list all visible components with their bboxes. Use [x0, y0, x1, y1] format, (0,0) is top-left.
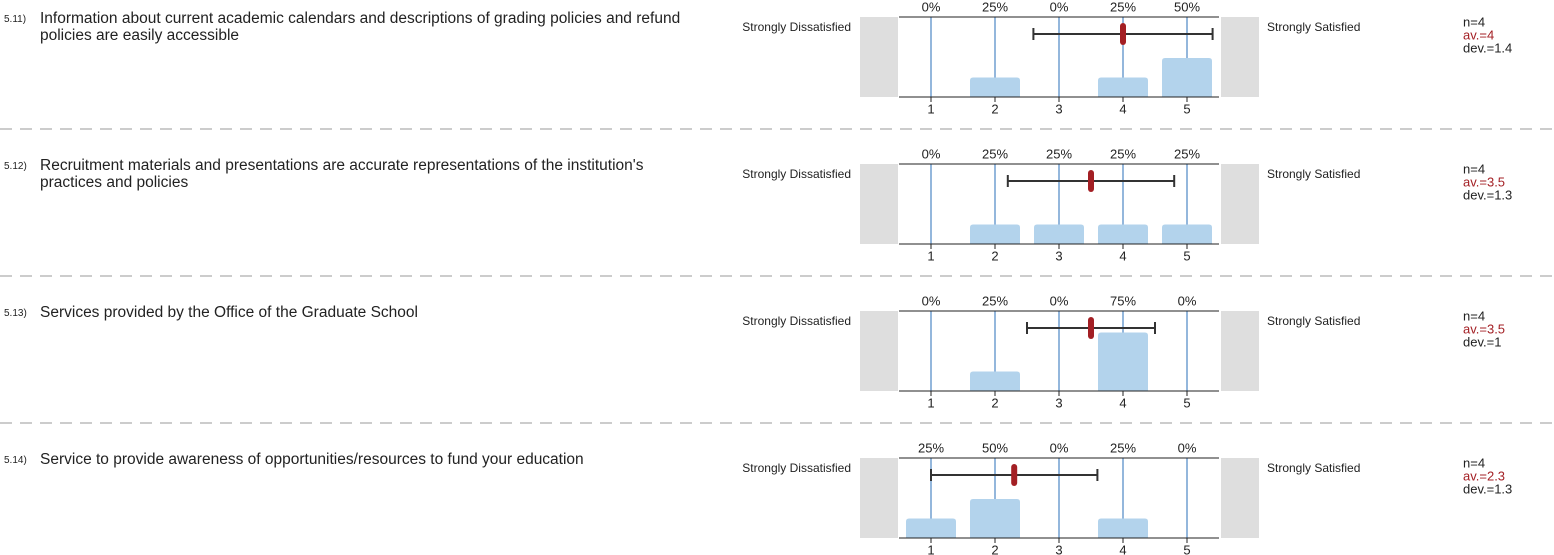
- right-label: Strongly Satisfied: [1267, 167, 1360, 181]
- question-text: Recruitment materials and presentations …: [40, 157, 644, 191]
- value-label: 25%: [982, 293, 1008, 308]
- value-label: 0%: [1178, 293, 1197, 308]
- bar: [970, 77, 1020, 97]
- right-label: Strongly Satisfied: [1267, 461, 1360, 475]
- x-tick-label: 3: [1055, 542, 1062, 555]
- dev-label: dev.=1.4: [1463, 40, 1512, 55]
- x-tick-label: 4: [1119, 101, 1126, 116]
- bar: [906, 518, 956, 538]
- side-box: [860, 311, 898, 391]
- x-tick-label: 5: [1183, 101, 1190, 116]
- question-text: Service to provide awareness of opportun…: [40, 451, 584, 468]
- bar: [1162, 58, 1212, 97]
- dev-label: dev.=1.3: [1463, 187, 1512, 202]
- value-label: 0%: [922, 293, 941, 308]
- value-label: 25%: [1110, 440, 1136, 455]
- side-box: [1221, 164, 1259, 244]
- mean-label: av.=3.5: [1463, 321, 1505, 336]
- side-box: [1221, 458, 1259, 538]
- side-box: [1221, 311, 1259, 391]
- value-label: 25%: [982, 146, 1008, 161]
- x-tick-label: 4: [1119, 248, 1126, 263]
- bar: [1098, 332, 1148, 391]
- n-label: n=4: [1463, 14, 1485, 29]
- bar: [970, 224, 1020, 244]
- question-text: Information about current academic calen…: [40, 10, 681, 44]
- value-label: 25%: [982, 0, 1008, 14]
- mean-label: av.=2.3: [1463, 468, 1505, 483]
- x-tick-label: 2: [991, 542, 998, 555]
- left-label: Strongly Dissatisfied: [742, 167, 851, 181]
- x-tick-label: 4: [1119, 395, 1126, 410]
- dev-label: dev.=1.3: [1463, 481, 1512, 496]
- x-tick-label: 3: [1055, 248, 1062, 263]
- question-text: Services provided by the Office of the G…: [40, 304, 418, 321]
- x-tick-label: 4: [1119, 542, 1126, 555]
- bar: [1162, 224, 1212, 244]
- bar: [970, 371, 1020, 391]
- bar: [1098, 224, 1148, 244]
- value-label: 25%: [1046, 146, 1072, 161]
- n-label: n=4: [1463, 455, 1485, 470]
- mean-marker: [1088, 170, 1094, 192]
- value-label: 25%: [1110, 146, 1136, 161]
- question-number: 5.11): [4, 14, 27, 25]
- question-number: 5.14): [4, 455, 27, 466]
- left-label: Strongly Dissatisfied: [742, 20, 851, 34]
- mean-label: av.=3.5: [1463, 174, 1505, 189]
- dev-label: dev.=1: [1463, 334, 1501, 349]
- x-tick-label: 1: [927, 542, 934, 555]
- x-tick-label: 5: [1183, 542, 1190, 555]
- right-label: Strongly Satisfied: [1267, 20, 1360, 34]
- mean-label: av.=4: [1463, 27, 1494, 42]
- x-tick-label: 2: [991, 248, 998, 263]
- value-label: 25%: [1110, 0, 1136, 14]
- value-label: 25%: [1174, 146, 1200, 161]
- x-tick-label: 2: [991, 101, 998, 116]
- x-tick-label: 1: [927, 395, 934, 410]
- side-box: [860, 164, 898, 244]
- mean-marker: [1088, 317, 1094, 339]
- x-tick-label: 5: [1183, 395, 1190, 410]
- x-tick-label: 3: [1055, 101, 1062, 116]
- n-label: n=4: [1463, 308, 1485, 323]
- question-number: 5.12): [4, 161, 27, 172]
- left-label: Strongly Dissatisfied: [742, 314, 851, 328]
- side-box: [860, 17, 898, 97]
- left-label: Strongly Dissatisfied: [742, 461, 851, 475]
- value-label: 0%: [1050, 293, 1069, 308]
- value-label: 0%: [1050, 0, 1069, 14]
- value-label: 50%: [982, 440, 1008, 455]
- side-box: [1221, 17, 1259, 97]
- question-number: 5.13): [4, 308, 27, 319]
- value-label: 50%: [1174, 0, 1200, 14]
- bar: [1034, 224, 1084, 244]
- mean-marker: [1011, 464, 1018, 486]
- x-tick-label: 2: [991, 395, 998, 410]
- value-label: 0%: [1050, 440, 1069, 455]
- x-tick-label: 1: [927, 101, 934, 116]
- value-label: 0%: [922, 0, 941, 14]
- n-label: n=4: [1463, 161, 1485, 176]
- bar: [1098, 77, 1148, 97]
- mean-marker: [1120, 23, 1126, 45]
- value-label: 75%: [1110, 293, 1136, 308]
- side-box: [860, 458, 898, 538]
- bar: [970, 499, 1020, 538]
- value-label: 25%: [918, 440, 944, 455]
- x-tick-label: 3: [1055, 395, 1062, 410]
- right-label: Strongly Satisfied: [1267, 314, 1360, 328]
- value-label: 0%: [1178, 440, 1197, 455]
- value-label: 0%: [922, 146, 941, 161]
- x-tick-label: 5: [1183, 248, 1190, 263]
- bar: [1098, 518, 1148, 538]
- x-tick-label: 1: [927, 248, 934, 263]
